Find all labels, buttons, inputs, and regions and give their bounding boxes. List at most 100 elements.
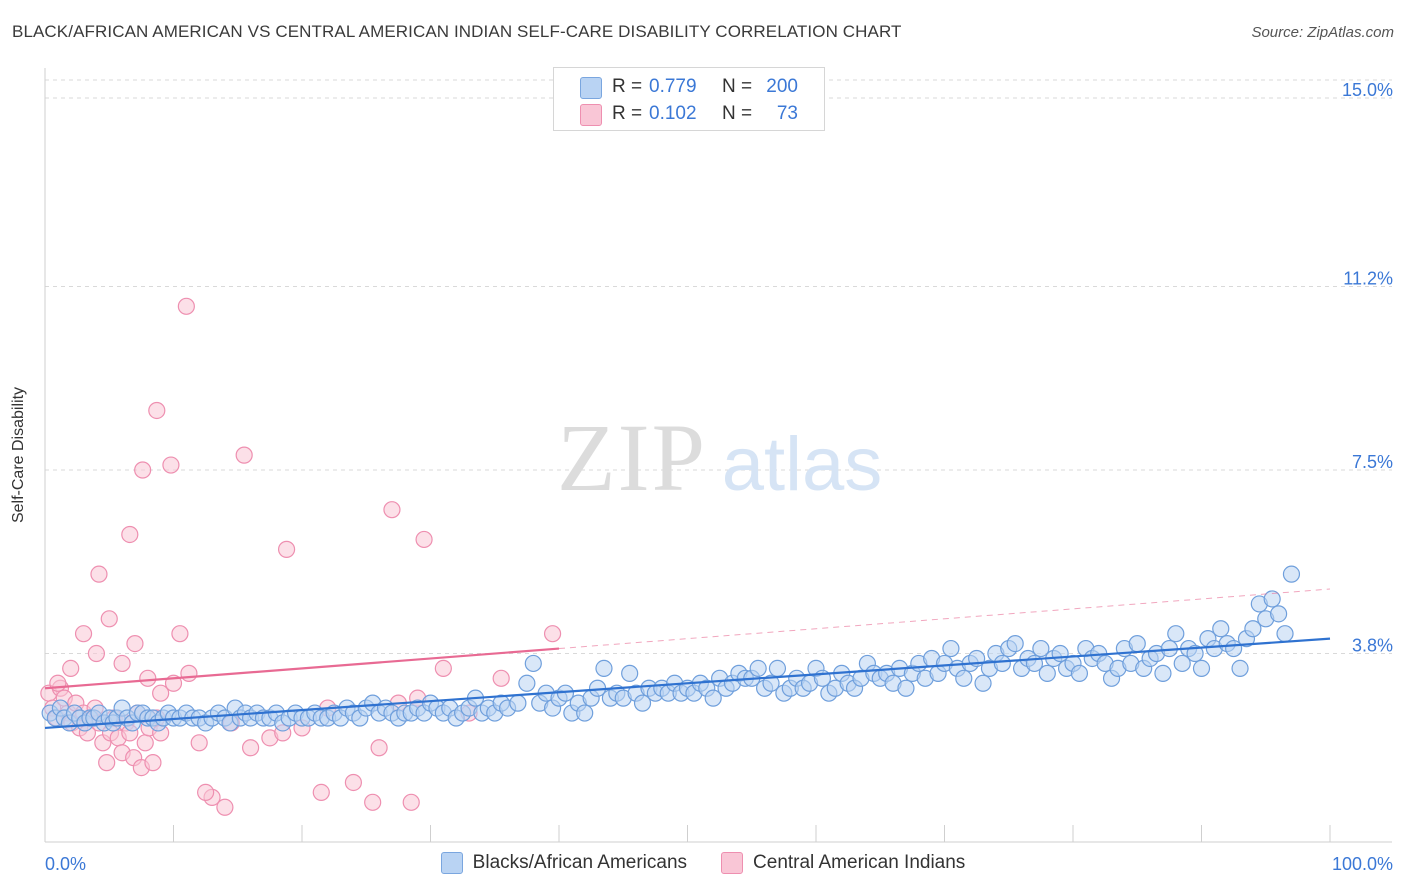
source-credit: Source: ZipAtlas.com <box>1251 24 1394 41</box>
data-point-central-american-indians <box>402 793 420 811</box>
data-point-blacks-african-americans <box>595 659 613 678</box>
data-point-central-american-indians <box>383 501 401 519</box>
legend-r-value: 0.102 <box>649 102 697 124</box>
watermark-atlas: atlas <box>722 422 883 507</box>
grid-lines <box>45 79 1392 655</box>
data-point-central-american-indians <box>139 669 157 687</box>
legend-r-label: R = <box>612 102 643 124</box>
chart-title: BLACK/AFRICAN AMERICAN VS CENTRAL AMERIC… <box>12 22 902 41</box>
data-point-central-american-indians <box>370 739 388 757</box>
data-point-blacks-african-americans <box>1186 644 1204 663</box>
data-point-central-american-indians <box>100 610 118 628</box>
data-point-central-american-indians <box>242 739 260 757</box>
trend-line-extension-central-american-indians <box>558 588 1331 650</box>
legend-item-central-american-indians: Central American Indians <box>721 852 965 874</box>
data-point-central-american-indians <box>87 644 106 663</box>
data-point-central-american-indians <box>235 446 253 464</box>
legend-n-label: N = <box>722 102 753 124</box>
data-point-central-american-indians <box>152 684 170 702</box>
data-point-blacks-african-americans <box>897 679 915 697</box>
x-tick-label: 100.0% <box>1332 854 1393 874</box>
data-point-central-american-indians <box>90 565 108 583</box>
legend-r-value: 0.779 <box>649 75 697 97</box>
data-point-blacks-african-americans <box>633 694 652 712</box>
data-point-central-american-indians <box>113 654 131 673</box>
data-point-blacks-african-americans <box>1006 634 1024 653</box>
data-point-blacks-african-americans <box>1269 605 1288 623</box>
correlation-legend: R = 0.779 N = 200 R = 0.102 N = 73 <box>553 67 825 131</box>
legend-swatch-blue <box>440 852 463 874</box>
legend-n-value: 73 <box>776 102 798 124</box>
data-point-blacks-african-americans <box>1173 654 1191 673</box>
data-point-blacks-african-americans <box>1231 659 1249 678</box>
data-point-blacks-african-americans <box>1244 620 1262 638</box>
x-tick-label: 0.0% <box>45 854 86 874</box>
data-point-central-american-indians <box>434 659 452 678</box>
data-point-central-american-indians <box>162 456 180 474</box>
data-point-central-american-indians <box>171 625 189 643</box>
data-point-blacks-african-americans <box>974 674 992 692</box>
legend-r-label: R = <box>612 75 643 97</box>
legend-label: Central American Indians <box>753 852 966 873</box>
data-point-central-american-indians <box>49 674 67 692</box>
data-point-blacks-african-americans <box>955 669 973 687</box>
data-point-blacks-african-americans <box>1032 639 1050 658</box>
data-point-central-american-indians <box>177 297 195 315</box>
legend-swatch-pink <box>721 852 744 874</box>
data-point-central-american-indians <box>126 634 144 653</box>
y-tick-label: 7.5% <box>1352 452 1393 472</box>
data-point-blacks-african-americans <box>749 659 767 678</box>
data-point-central-american-indians <box>62 659 80 678</box>
y-tick-label: 11.2% <box>1343 268 1393 288</box>
data-point-central-american-indians <box>180 664 198 682</box>
data-point-central-american-indians <box>312 783 330 802</box>
trend-line-blacks-african-americans <box>44 637 1331 730</box>
data-point-blacks-african-americans <box>524 654 542 673</box>
data-point-blacks-african-americans <box>1263 590 1281 608</box>
data-point-central-american-indians <box>74 625 93 643</box>
legend-swatch-blue <box>580 77 602 99</box>
data-point-blacks-african-americans <box>576 704 594 722</box>
data-point-blacks-african-americans <box>1070 664 1089 682</box>
data-point-central-american-indians <box>415 530 433 549</box>
data-point-blacks-african-americans <box>704 689 722 707</box>
data-point-blacks-african-americans <box>621 664 639 682</box>
data-point-blacks-african-americans <box>1212 620 1230 638</box>
data-point-central-american-indians <box>197 783 215 802</box>
data-point-central-american-indians <box>190 734 208 752</box>
data-point-blacks-african-americans <box>1282 565 1301 583</box>
data-point-blacks-african-americans <box>768 659 787 678</box>
legend-n-label: N = <box>722 75 753 97</box>
series-blacks-african-americans <box>41 565 1301 732</box>
data-point-blacks-african-americans <box>1276 625 1294 643</box>
data-point-central-american-indians <box>148 401 166 420</box>
data-point-central-american-indians <box>121 525 139 544</box>
data-point-blacks-african-americans <box>509 694 527 712</box>
watermark-zip: ZIP <box>557 404 707 511</box>
series-legend: Blacks/African Americans Central America… <box>0 852 1406 874</box>
data-point-blacks-african-americans <box>518 674 536 692</box>
data-point-central-american-indians <box>492 669 510 687</box>
legend-swatch-pink <box>580 104 602 126</box>
data-point-blacks-african-americans <box>1167 625 1185 643</box>
data-point-central-american-indians <box>136 734 154 752</box>
watermark: ZIP atlas <box>557 404 882 511</box>
data-point-central-american-indians <box>364 793 382 811</box>
legend-label: Blacks/African Americans <box>472 852 688 873</box>
legend-n-value: 200 <box>766 75 798 97</box>
data-point-central-american-indians <box>344 773 362 792</box>
data-point-blacks-african-americans <box>1128 634 1146 653</box>
data-point-blacks-african-americans <box>1154 664 1172 682</box>
data-point-central-american-indians <box>98 754 116 772</box>
data-point-blacks-african-americans <box>762 674 780 692</box>
data-point-central-american-indians <box>144 754 162 772</box>
data-point-central-american-indians <box>543 625 562 643</box>
trend-lines <box>44 588 1331 730</box>
data-point-blacks-african-americans <box>993 654 1011 673</box>
data-point-blacks-african-americans <box>1192 659 1211 678</box>
data-point-central-american-indians <box>216 798 234 816</box>
data-point-blacks-african-americans <box>942 639 960 658</box>
data-point-central-american-indians <box>134 461 152 479</box>
y-tick-label: 15.0% <box>1342 80 1393 100</box>
